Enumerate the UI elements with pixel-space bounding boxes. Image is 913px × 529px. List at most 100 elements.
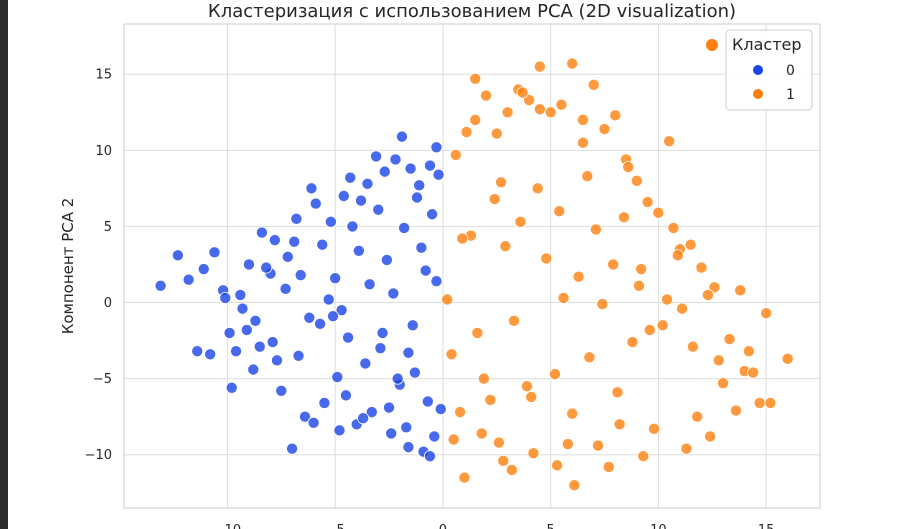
data-point [609, 109, 622, 122]
data-point [454, 406, 467, 419]
data-point [408, 366, 421, 379]
data-point [508, 314, 521, 327]
data-point [363, 278, 376, 291]
data-point [294, 269, 307, 282]
data-point [342, 331, 355, 344]
data-point [434, 403, 447, 416]
data-point [632, 279, 645, 292]
data-point [723, 333, 736, 346]
data-point [430, 141, 443, 154]
data-point [587, 78, 600, 91]
data-point [630, 174, 643, 187]
data-point [742, 345, 755, 358]
data-point [729, 404, 742, 417]
grid-lines [124, 24, 820, 508]
data-point [611, 386, 624, 399]
data-point [372, 203, 385, 216]
data-point [387, 287, 400, 300]
data-point [576, 113, 589, 126]
data-point [708, 281, 721, 294]
y-tick-label: −10 [85, 448, 112, 463]
data-point [505, 463, 518, 476]
legend-title: Кластер [732, 35, 802, 54]
data-point [333, 424, 346, 437]
data-point [781, 352, 794, 365]
data-point [316, 238, 329, 251]
data-point [484, 393, 497, 406]
data-point [495, 176, 508, 189]
data-point [385, 427, 398, 440]
data-point [566, 57, 579, 70]
data-point [391, 372, 404, 385]
data-point [712, 354, 725, 367]
data-point [398, 221, 411, 234]
data-point [626, 336, 639, 349]
data-point [501, 106, 514, 119]
window-edge [0, 0, 8, 529]
data-point [402, 346, 415, 359]
data-point [695, 261, 708, 274]
data-point [260, 261, 273, 274]
y-axis-ticks: −10 −5 0 5 10 15 [85, 68, 112, 464]
x-tick-label: 10 [650, 523, 667, 529]
data-point [445, 348, 458, 361]
data-point [540, 252, 553, 265]
data-point [268, 234, 281, 247]
data-point [413, 179, 426, 192]
data-point [544, 106, 557, 119]
chart-title: Кластеризация с использованием PCA (2D v… [208, 1, 736, 22]
data-point [309, 197, 322, 210]
data-point [357, 412, 370, 425]
data-point [557, 291, 570, 304]
data-point [305, 182, 318, 195]
data-point [576, 136, 589, 149]
data-point [527, 447, 540, 460]
data-point [154, 279, 167, 292]
y-tick-label: 15 [95, 68, 112, 83]
data-point [423, 450, 436, 463]
data-point [234, 288, 247, 301]
y-tick-label: −5 [93, 372, 112, 387]
data-point [458, 471, 471, 484]
data-point [314, 317, 327, 330]
data-point [701, 288, 714, 301]
data-point [430, 275, 443, 288]
data-point [426, 208, 439, 221]
data-point [307, 416, 320, 429]
data-point [475, 427, 488, 440]
data-point [182, 273, 195, 286]
data-point [523, 94, 536, 107]
legend-marker-1 [753, 89, 763, 99]
data-point [514, 215, 527, 228]
data-point [423, 159, 436, 172]
data-point [191, 345, 204, 358]
data-point [490, 127, 503, 140]
data-point [480, 89, 493, 102]
y-tick-label: 0 [104, 296, 112, 311]
x-tick-label: 0 [439, 523, 447, 529]
x-tick-label: 15 [758, 523, 775, 529]
data-point [622, 161, 635, 174]
data-point [318, 396, 331, 409]
legend-label-0: 0 [786, 63, 795, 79]
data-point [488, 193, 501, 206]
data-point [596, 298, 609, 311]
data-point [230, 345, 243, 358]
data-point [643, 323, 656, 336]
data-point [380, 253, 393, 266]
data-point [402, 441, 415, 454]
data-point [292, 349, 305, 362]
data-point [520, 380, 533, 393]
data-point [266, 336, 279, 349]
data-point [492, 436, 505, 449]
data-point [374, 342, 387, 355]
data-point [253, 340, 266, 353]
data-point [704, 430, 717, 443]
data-point [617, 211, 630, 224]
data-point [656, 319, 669, 332]
data-point [477, 372, 490, 385]
data-point [531, 182, 544, 195]
data-point [641, 196, 654, 209]
legend-box [725, 29, 813, 111]
